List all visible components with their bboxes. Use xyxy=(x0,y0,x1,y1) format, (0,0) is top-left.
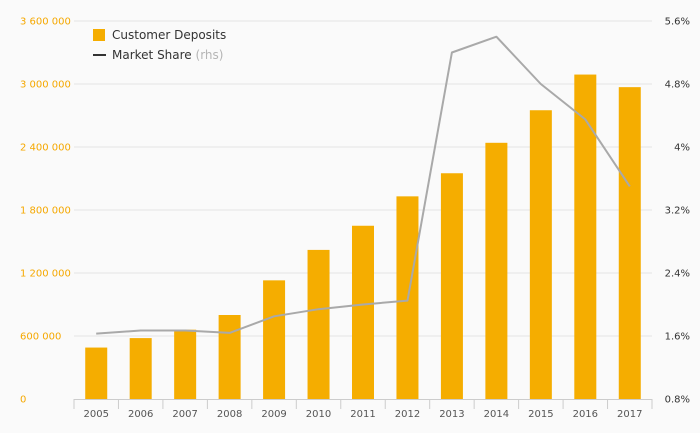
deposits-bar xyxy=(263,280,286,399)
left-tick-label: 1 800 000 xyxy=(20,206,71,217)
market-share-line-group xyxy=(96,35,631,335)
deposits-bar xyxy=(440,173,463,399)
right-tick-label: 3.2% xyxy=(665,206,690,217)
x-tick-label: 2013 xyxy=(439,409,464,420)
right-tick-label: 1.6% xyxy=(665,332,690,343)
x-tick-label: 2016 xyxy=(573,409,598,420)
left-tick-label: 1 200 000 xyxy=(20,269,71,280)
x-tick-label: 2010 xyxy=(306,409,331,420)
deposits-bar xyxy=(174,329,197,399)
right-tick-label: 5.6% xyxy=(665,17,690,28)
right-tick-label: 4% xyxy=(674,143,690,154)
left-tick-label: 3 000 000 xyxy=(20,80,71,91)
x-axis: 2005 2006 2007 2008 2009 2010 2011 2012 2013 2014… xyxy=(73,399,653,420)
right-axis-ticks: 0.8% 1.6% 2.4% 3.2% 4% 4.8% 5.6% xyxy=(665,17,690,406)
deposits-bar xyxy=(218,315,241,399)
deposits-bar xyxy=(307,249,330,399)
right-tick-label: 0.8% xyxy=(665,395,690,406)
deposits-bar xyxy=(352,225,374,399)
right-tick-label: 4.8% xyxy=(665,80,690,91)
x-tick-label: 2009 xyxy=(261,409,286,420)
x-tick-label: 2007 xyxy=(172,409,197,420)
x-tick-label: 2006 xyxy=(128,409,153,420)
left-tick-label: 2 400 000 xyxy=(20,143,71,154)
x-tick-label: 2011 xyxy=(350,409,375,420)
legend-label-market-share: Market Share (rhs) xyxy=(112,48,223,62)
deposits-bar xyxy=(529,110,552,399)
legend: Customer Deposits Market Share (rhs) xyxy=(93,28,226,62)
market-share-line xyxy=(96,35,631,335)
deposits-bar xyxy=(618,87,641,400)
x-tick-label: 2017 xyxy=(617,409,642,420)
right-tick-label: 2.4% xyxy=(665,269,690,280)
left-axis-ticks: 0 600 000 1 200 000 1 800 000 2 400 000 3 000… xyxy=(20,17,71,406)
deposits-bar xyxy=(85,347,108,399)
left-tick-label: 600 000 xyxy=(20,332,61,343)
deposits-bar xyxy=(485,142,508,400)
x-tick-label: 2015 xyxy=(528,409,553,420)
legend-label-deposits: Customer Deposits xyxy=(112,28,226,42)
deposits-bar xyxy=(129,338,152,399)
left-tick-label: 3 600 000 xyxy=(20,17,71,28)
legend-market-share-suffix: (rhs) xyxy=(192,48,224,62)
left-tick-label: 0 xyxy=(20,395,26,406)
legend-swatch-deposits xyxy=(93,29,105,41)
gridlines xyxy=(74,20,652,337)
x-tick-label: 2008 xyxy=(217,409,242,420)
x-tick-label: 2012 xyxy=(395,409,420,420)
deposits-bar xyxy=(574,74,597,400)
deposits-bars xyxy=(85,74,641,400)
legend-market-share-name: Market Share xyxy=(112,48,192,62)
x-tick-label: 2005 xyxy=(84,409,109,420)
x-tick-label: 2014 xyxy=(484,409,509,420)
